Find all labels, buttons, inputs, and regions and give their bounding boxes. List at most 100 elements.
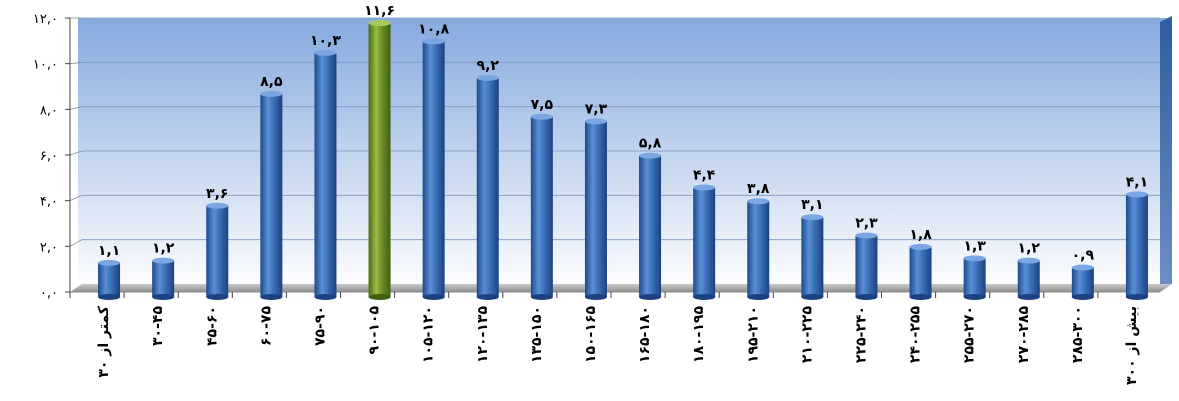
bar [476, 74, 499, 300]
y-tick-label: ۸,۰ [40, 103, 58, 118]
y-tick-label: ۰,۰ [40, 286, 58, 301]
bar [639, 152, 662, 300]
x-tick-label: ۱۵۰-۱۶۵ [583, 306, 599, 364]
y-tick-label: ۴,۰ [40, 195, 58, 210]
data-labels: ۱,۱ ۱,۲ ۳,۶ ۸,۵ ۱۰,۳ ۱۱,۶ ۱۰,۸ ۹,۲ ۷,۵ ۷,۳ ۵,۸ ۴,۴ ۳… [98, 3, 1148, 263]
bar-body [693, 187, 716, 297]
y-tick-label: ۶,۰ [40, 149, 58, 164]
bar-cap [693, 184, 716, 191]
y-axis: ۰,۰ ۲,۰ ۴,۰ ۶,۰ ۸,۰ ۱۰,۰ ۱۲,۰ [33, 12, 71, 301]
plot-floor [70, 284, 1172, 292]
data-label: ۱۱,۶ [364, 3, 395, 19]
bar-base [639, 294, 662, 300]
bar-base [98, 294, 121, 300]
bar-base [1125, 294, 1148, 300]
bar-cap [260, 90, 283, 97]
bar-body [476, 77, 499, 297]
bars [98, 20, 1148, 300]
bar-body [584, 121, 607, 297]
bar-cap [206, 202, 229, 209]
data-label: ۷,۵ [531, 97, 554, 113]
y-tick-label: ۱۲,۰ [33, 12, 58, 27]
x-tick-label: ۱۶۵-۱۸۰ [637, 306, 653, 363]
gridline-side [69, 106, 83, 110]
x-tick-label: ۲۷۰-۲۸۵ [1016, 306, 1032, 364]
x-tick-label: ۲۲۵-۲۴۰ [853, 306, 869, 363]
bar-cap [422, 38, 445, 45]
data-label: ۳,۶ [206, 186, 228, 202]
bar-body [963, 258, 986, 297]
bar-base [368, 294, 391, 300]
bar [530, 113, 553, 300]
data-label: ۱,۳ [963, 238, 986, 254]
bar [422, 38, 445, 300]
data-label: ۱,۱ [98, 243, 120, 259]
data-label: ۵,۸ [639, 136, 662, 152]
bar-body [206, 205, 229, 297]
bar-cap [963, 255, 986, 262]
gridline-side [69, 194, 83, 202]
bar-cap [801, 214, 824, 221]
bar-body [152, 260, 175, 297]
bar [206, 202, 229, 300]
x-tick-label: ۲۵۵-۲۷۰ [962, 306, 978, 363]
bar-base [1071, 294, 1094, 300]
gridline-side [69, 239, 83, 247]
bar-base [909, 294, 932, 300]
x-tick-label: بیش از ۳۰۰ [1124, 306, 1140, 385]
data-label: ۳,۱ [801, 197, 823, 213]
bar [963, 255, 986, 300]
data-label: ۸,۵ [260, 74, 283, 90]
bar-base [801, 294, 824, 300]
bar-base [693, 294, 716, 300]
bar [1125, 191, 1148, 300]
bar [1017, 257, 1040, 300]
bar-base [747, 294, 770, 300]
bar-base [530, 294, 553, 300]
bar-body [639, 155, 662, 297]
bar-base [314, 294, 337, 300]
bar-cap [314, 49, 337, 56]
x-tick-label: ۱۳۵-۱۵۰ [529, 306, 545, 363]
bar-cap [855, 232, 878, 239]
bar-body [1017, 260, 1040, 297]
x-tick-label: ۳۰-۴۵ [150, 306, 166, 346]
bar-base [855, 294, 878, 300]
bar-base [584, 294, 607, 300]
data-label: ۷,۳ [585, 101, 608, 117]
bar-base [1017, 294, 1040, 300]
bar [801, 214, 824, 300]
data-label: ۹,۲ [477, 58, 500, 74]
bar-base [422, 294, 445, 300]
gridline-side [69, 61, 83, 65]
bar-cap [1071, 264, 1094, 271]
x-tick-label: ۱۸۰-۱۹۵ [691, 306, 707, 364]
bar-cap [639, 152, 662, 159]
bar [260, 90, 283, 300]
data-label: ۴,۱ [1126, 174, 1148, 190]
bar-base [260, 294, 283, 300]
plot-side-wall [1160, 16, 1172, 292]
bar-cap [530, 113, 553, 120]
bar [1071, 264, 1094, 300]
x-tick-label: ۱۰۵-۱۲۰ [421, 306, 437, 363]
data-label: ۴,۴ [693, 168, 716, 184]
bar-body [747, 201, 770, 297]
data-label: ۰,۹ [1072, 247, 1095, 263]
bar-base [206, 294, 229, 300]
bar-body [855, 235, 878, 297]
bar-base [963, 294, 986, 300]
bar [152, 257, 175, 300]
bar-body [1071, 267, 1094, 297]
bar [98, 259, 121, 300]
bar [368, 20, 391, 300]
x-tick-label: ۲۴۰-۲۵۵ [908, 306, 924, 364]
bar-body [314, 52, 337, 297]
data-label: ۲,۳ [855, 215, 878, 231]
bar-cap [1017, 257, 1040, 264]
bar-body [422, 41, 445, 298]
bar [314, 49, 337, 300]
x-tick-label: ۴۵-۶۰ [204, 306, 220, 346]
x-tick-label: ۲۱۰-۲۲۵ [799, 306, 815, 364]
x-tick-label: ۹۰-۱۰۵ [367, 306, 383, 355]
